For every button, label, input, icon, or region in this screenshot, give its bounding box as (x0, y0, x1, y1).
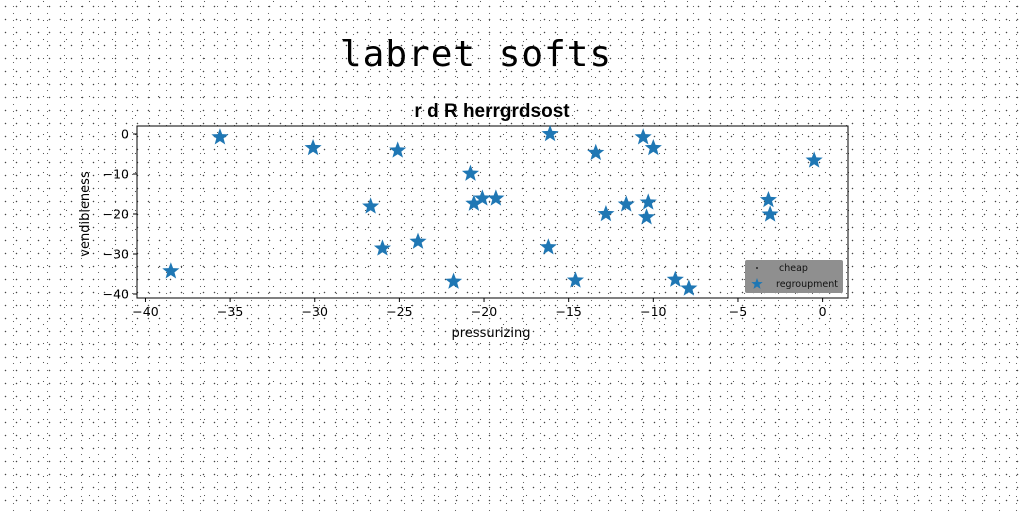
data-point-regroupment (487, 189, 505, 206)
data-point-regroupment (541, 125, 559, 142)
data-points (162, 125, 823, 296)
data-point-regroupment (639, 193, 657, 210)
x-tick-label: −30 (302, 304, 328, 319)
data-point-regroupment (587, 143, 605, 161)
legend-cheap-label: cheap (779, 263, 808, 274)
x-axis: −40 −35 −30 −25 −20 −15 −10 −5 0 (132, 298, 827, 319)
legend-regroupment-marker (751, 278, 763, 289)
y-axis: 0 −10 −20 −30 −40 (103, 127, 137, 302)
x-axis-label: pressurizing (452, 326, 531, 341)
data-point-regroupment (539, 238, 557, 255)
data-point-regroupment (362, 197, 380, 214)
data-point-regroupment (409, 232, 427, 249)
legend-regroupment-label: regroupment (776, 279, 838, 290)
x-tick-label: −5 (729, 304, 747, 319)
data-point-regroupment (805, 151, 823, 168)
x-tick-label: −15 (555, 304, 581, 319)
x-tick-label: −35 (217, 304, 243, 319)
data-point-regroupment (644, 139, 662, 156)
data-point-regroupment (759, 191, 777, 208)
legend: cheap regroupment (745, 260, 843, 293)
data-point-regroupment (211, 128, 229, 145)
figure-suptitle: labret softs (340, 34, 613, 75)
data-point-regroupment (566, 271, 585, 288)
legend-cheap-marker (756, 267, 758, 269)
data-point-regroupment (634, 128, 652, 145)
y-tick-label: −40 (103, 287, 129, 302)
y-tick-label: −20 (103, 207, 129, 222)
data-point-regroupment (761, 205, 779, 222)
data-point-regroupment (473, 189, 491, 206)
data-point-regroupment (373, 239, 392, 256)
y-axis-label: vendibleness (78, 171, 93, 257)
data-point-regroupment (465, 194, 483, 211)
chart-title: r d R herrgrdsost (414, 101, 570, 122)
data-point-regroupment (597, 205, 615, 222)
data-point-regroupment (445, 272, 463, 289)
data-point-regroupment (637, 208, 656, 225)
legend-star-shape (751, 278, 763, 289)
y-tick-label: −10 (103, 167, 129, 182)
y-tick-label: −30 (103, 247, 129, 262)
data-point-regroupment (304, 139, 322, 156)
data-point-regroupment (617, 195, 635, 212)
data-point-regroupment (162, 262, 180, 279)
x-tick-label: −25 (386, 304, 412, 319)
x-tick-label: −20 (471, 304, 497, 319)
plot-area (136, 125, 849, 299)
data-point-regroupment (680, 279, 698, 296)
data-point-regroupment (461, 164, 480, 181)
x-tick-label: 0 (819, 304, 827, 319)
x-tick-label: −40 (132, 304, 158, 319)
x-tick-label: −10 (640, 304, 666, 319)
legend-box (745, 260, 843, 293)
data-point-regroupment (666, 270, 684, 287)
data-point-regroupment (389, 141, 407, 158)
y-tick-label: 0 (121, 127, 129, 142)
